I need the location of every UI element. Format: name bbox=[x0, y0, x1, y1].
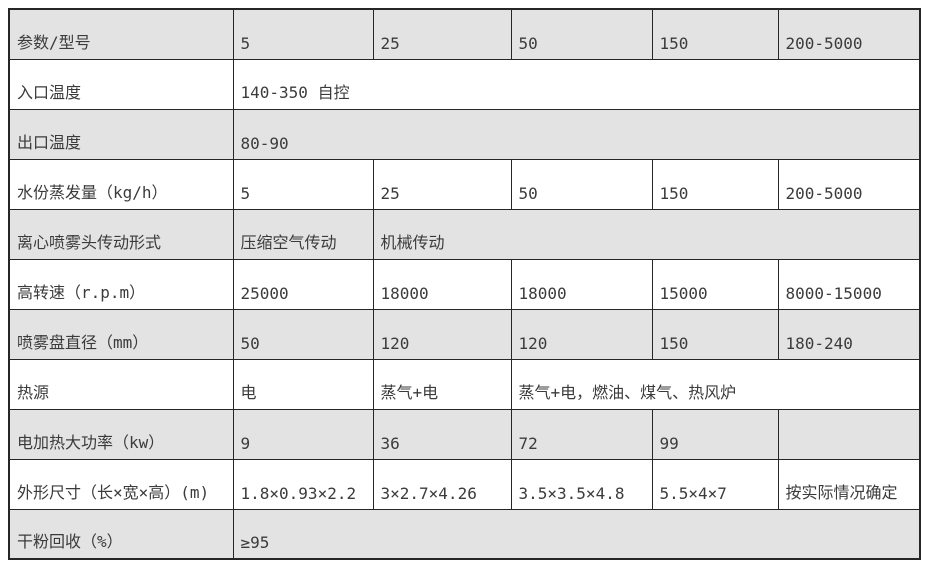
cell-power-1: 9 bbox=[232, 408, 374, 460]
cell-diameter-3: 120 bbox=[510, 308, 653, 360]
cell-drive-compressed-air: 压缩空气传动 bbox=[232, 208, 374, 260]
cell-inlet-temp-value: 140-350 自控 bbox=[232, 58, 921, 110]
cell-speed-4: 15000 bbox=[651, 258, 779, 310]
cell-speed-3: 18000 bbox=[510, 258, 653, 310]
row-param-model: 参数/型号 5 25 50 150 200-5000 bbox=[8, 8, 921, 60]
cell-power-3: 72 bbox=[510, 408, 653, 460]
cell-dimensions-5: 按实际情况确定 bbox=[777, 458, 921, 510]
cell-model-5: 200-5000 bbox=[777, 8, 921, 60]
cell-diameter-1: 50 bbox=[232, 308, 374, 360]
cell-model-1: 5 bbox=[232, 8, 374, 60]
cell-diameter-4: 150 bbox=[651, 308, 779, 360]
row-heat-source: 热源 电 蒸气+电 蒸气+电，燃油、煤气、热风炉 bbox=[8, 358, 921, 410]
row-label-outlet-temp: 出口温度 bbox=[8, 108, 234, 160]
cell-power-4: 99 bbox=[651, 408, 779, 460]
cell-dimensions-4: 5.5×4×7 bbox=[651, 458, 779, 510]
cell-heat-electric: 电 bbox=[232, 358, 374, 410]
row-dimensions: 外形尺寸（长×宽×高）(m) 1.8×0.93×2.2 3×2.7×4.26 3… bbox=[8, 458, 921, 510]
cell-dimensions-2: 3×2.7×4.26 bbox=[372, 458, 512, 510]
row-label-powder-recovery: 干粉回收（%） bbox=[8, 508, 234, 560]
row-inlet-temp: 入口温度 140-350 自控 bbox=[8, 58, 921, 110]
cell-dimensions-1: 1.8×0.93×2.2 bbox=[232, 458, 374, 510]
cell-heat-steam-electric: 蒸气+电 bbox=[372, 358, 512, 410]
row-label-dimensions: 外形尺寸（长×宽×高）(m) bbox=[8, 458, 234, 510]
row-disc-diameter: 喷雾盘直径（mm） 50 120 120 150 180-240 bbox=[8, 308, 921, 360]
row-label-evaporation: 水份蒸发量（kg/h） bbox=[8, 158, 234, 210]
cell-evaporation-4: 150 bbox=[651, 158, 779, 210]
row-rotation-speed: 高转速（r.p.m） 25000 18000 18000 15000 8000-… bbox=[8, 258, 921, 310]
cell-model-2: 25 bbox=[372, 8, 512, 60]
row-electric-power: 电加热大功率（kw） 9 36 72 99 bbox=[8, 408, 921, 460]
row-label-param-model: 参数/型号 bbox=[8, 8, 234, 60]
cell-drive-mechanical: 机械传动 bbox=[372, 208, 921, 260]
row-evaporation: 水份蒸发量（kg/h） 5 25 50 150 200-5000 bbox=[8, 158, 921, 210]
cell-powder-recovery-value: ≥95 bbox=[232, 508, 921, 560]
row-atomizer-drive: 离心喷雾头传动形式 压缩空气传动 机械传动 bbox=[8, 208, 921, 260]
cell-diameter-2: 120 bbox=[372, 308, 512, 360]
row-outlet-temp: 出口温度 80-90 bbox=[8, 108, 921, 160]
spec-table: 参数/型号 5 25 50 150 200-5000 入口温度 140-350 … bbox=[8, 8, 921, 560]
cell-power-2: 36 bbox=[372, 408, 512, 460]
cell-heat-combined: 蒸气+电，燃油、煤气、热风炉 bbox=[510, 358, 921, 410]
cell-speed-5: 8000-15000 bbox=[777, 258, 921, 310]
cell-outlet-temp-value: 80-90 bbox=[232, 108, 921, 160]
row-label-heat-source: 热源 bbox=[8, 358, 234, 410]
cell-model-4: 150 bbox=[651, 8, 779, 60]
cell-speed-2: 18000 bbox=[372, 258, 512, 310]
row-label-inlet-temp: 入口温度 bbox=[8, 58, 234, 110]
cell-evaporation-5: 200-5000 bbox=[777, 158, 921, 210]
row-label-disc-diameter: 喷雾盘直径（mm） bbox=[8, 308, 234, 360]
row-label-electric-power: 电加热大功率（kw） bbox=[8, 408, 234, 460]
row-label-rotation-speed: 高转速（r.p.m） bbox=[8, 258, 234, 310]
cell-power-5-empty bbox=[777, 408, 921, 460]
cell-evaporation-2: 25 bbox=[372, 158, 512, 210]
row-powder-recovery: 干粉回收（%） ≥95 bbox=[8, 508, 921, 560]
cell-speed-1: 25000 bbox=[232, 258, 374, 310]
cell-evaporation-3: 50 bbox=[510, 158, 653, 210]
cell-dimensions-3: 3.5×3.5×4.8 bbox=[510, 458, 653, 510]
cell-diameter-5: 180-240 bbox=[777, 308, 921, 360]
row-label-atomizer-drive: 离心喷雾头传动形式 bbox=[8, 208, 234, 260]
cell-model-3: 50 bbox=[510, 8, 653, 60]
cell-evaporation-1: 5 bbox=[232, 158, 374, 210]
